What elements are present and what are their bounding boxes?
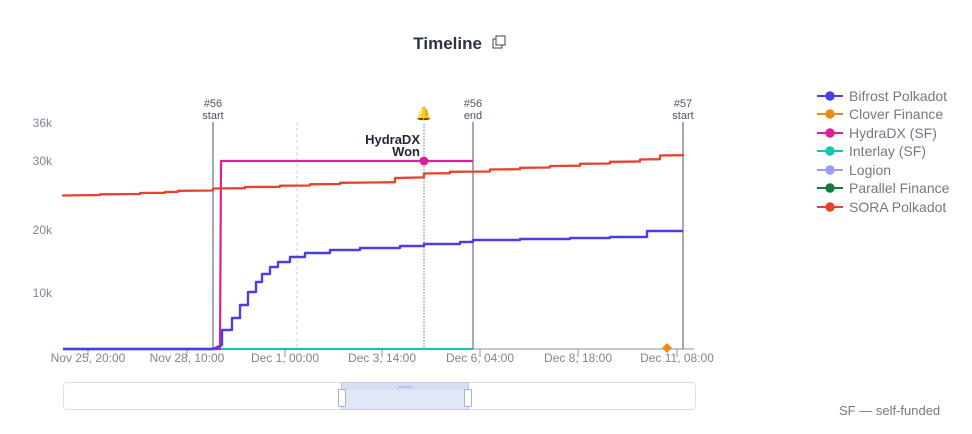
svg-text:10k: 10k: [33, 286, 53, 300]
svg-text:Won: Won: [392, 144, 420, 159]
svg-text:Dec 8, 18:00: Dec 8, 18:00: [544, 351, 612, 365]
svg-text:Nov 28, 10:00: Nov 28, 10:00: [150, 351, 225, 365]
svg-text:#56: #56: [204, 98, 222, 110]
svg-text:20k: 20k: [33, 223, 53, 237]
svg-text:Nov 25, 20:00: Nov 25, 20:00: [51, 351, 126, 365]
svg-text:#57: #57: [674, 98, 692, 110]
svg-text:30k: 30k: [33, 154, 53, 168]
svg-text:36k: 36k: [33, 116, 53, 130]
svg-text:start: start: [672, 110, 693, 122]
svg-text:#56: #56: [464, 98, 482, 110]
svg-text:Dec 1, 00:00: Dec 1, 00:00: [251, 351, 319, 365]
svg-text:Dec 3, 14:00: Dec 3, 14:00: [348, 351, 416, 365]
svg-text:start: start: [202, 110, 223, 122]
svg-text:end: end: [464, 110, 482, 122]
svg-text:Dec 6, 04:00: Dec 6, 04:00: [446, 351, 514, 365]
svg-text:🔔: 🔔: [416, 106, 432, 121]
svg-text:Dec 11, 08:00: Dec 11, 08:00: [640, 351, 714, 365]
